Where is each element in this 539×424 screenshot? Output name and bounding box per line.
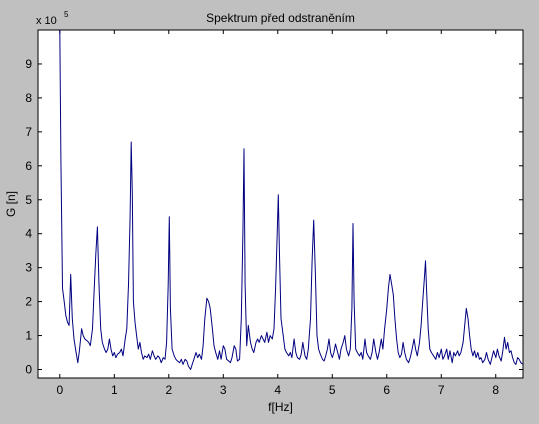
x-tick-label: 3: [220, 383, 227, 397]
x-tick-label: 0: [56, 383, 63, 397]
x-tick-label: 8: [492, 383, 499, 397]
y-tick-label: 3: [25, 261, 32, 275]
y-tick-label: 5: [25, 193, 32, 207]
x-tick-label: 7: [438, 383, 445, 397]
y-axis-label: G [n]: [4, 191, 18, 217]
y-tick-label: 6: [25, 159, 32, 173]
y-tick-label: 0: [25, 363, 32, 377]
spectrum-line: [59, 29, 524, 370]
y-tick-label: 8: [25, 91, 32, 105]
x-tick-label: 6: [383, 383, 390, 397]
plot-area: [37, 29, 524, 379]
x-axis-label: f[Hz]: [268, 400, 293, 414]
y-tick-label: 4: [25, 227, 32, 241]
x-tick-label: 1: [111, 383, 118, 397]
y-tick-label: 7: [25, 125, 32, 139]
y-axis-exponent-base: x 10: [36, 15, 57, 27]
x-tick-label: 2: [165, 383, 172, 397]
y-axis-exponent-power: 5: [64, 10, 69, 19]
chart-title: Spektrum před odstraněním: [206, 11, 355, 25]
x-tick-label: 4: [274, 383, 281, 397]
x-tick-label: 5: [329, 383, 336, 397]
series-layer: [59, 29, 524, 370]
axis-ticks: 0 1 2 3 4 5 6 7 8 0 1 2 3 4 5 6 7 8 9: [25, 30, 523, 397]
y-tick-label: 9: [25, 57, 32, 71]
y-tick-label: 2: [25, 295, 32, 309]
y-tick-label: 1: [25, 329, 32, 343]
